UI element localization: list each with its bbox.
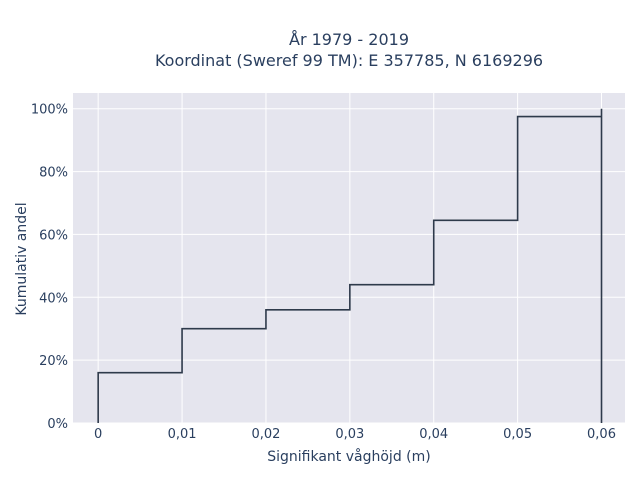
x-tick-labels: 0 0,01 0,02 0,03 0,04 0,05 0,06 [94,427,616,442]
y-tick-label-3: 60% [39,228,68,243]
x-tick-label-4: 0,04 [419,427,448,442]
x-tick-label-5: 0,05 [503,427,532,442]
x-tick-label-2: 0,02 [251,427,280,442]
y-tick-label-0: 0% [47,417,68,432]
y-tick-label-5: 100% [31,103,68,118]
y-tick-label-4: 80% [39,166,68,181]
chart-title-line-1: År 1979 - 2019 [289,30,409,49]
y-axis-title: Kumulativ andel [14,202,30,315]
x-tick-label-6: 0,06 [587,427,616,442]
x-tick-label-0: 0 [94,427,102,442]
x-tick-label-3: 0,03 [335,427,364,442]
plot-background [73,93,625,423]
x-axis-title: Signifikant våghöjd (m) [267,448,430,465]
y-tick-label-1: 20% [39,354,68,369]
cdf-step-line [97,108,603,423]
grid-lines [73,93,625,424]
chart-title-line-2: Koordinat (Sweref 99 TM): E 357785, N 61… [155,51,543,70]
x-tick-label-1: 0,01 [168,427,197,442]
y-tick-labels: 0% 20% 40% 60% 80% 100% [31,103,68,432]
y-tick-label-2: 40% [39,291,68,306]
